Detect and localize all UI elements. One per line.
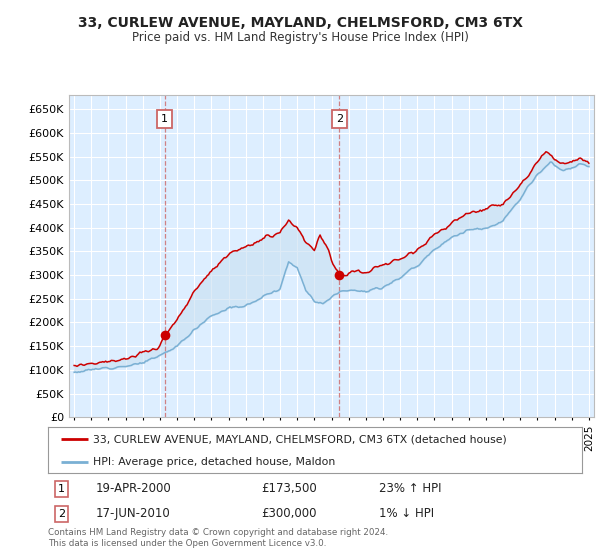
- Text: 17-JUN-2010: 17-JUN-2010: [96, 507, 171, 520]
- Text: Contains HM Land Registry data © Crown copyright and database right 2024.
This d: Contains HM Land Registry data © Crown c…: [48, 528, 388, 548]
- Text: 33, CURLEW AVENUE, MAYLAND, CHELMSFORD, CM3 6TX: 33, CURLEW AVENUE, MAYLAND, CHELMSFORD, …: [77, 16, 523, 30]
- Text: 33, CURLEW AVENUE, MAYLAND, CHELMSFORD, CM3 6TX (detached house): 33, CURLEW AVENUE, MAYLAND, CHELMSFORD, …: [94, 434, 507, 444]
- Text: £300,000: £300,000: [262, 507, 317, 520]
- Text: 2: 2: [58, 509, 65, 519]
- Text: HPI: Average price, detached house, Maldon: HPI: Average price, detached house, Mald…: [94, 456, 335, 466]
- Text: 1: 1: [161, 114, 168, 124]
- Text: 23% ↑ HPI: 23% ↑ HPI: [379, 482, 442, 495]
- Text: 2: 2: [335, 114, 343, 124]
- Text: £173,500: £173,500: [262, 482, 317, 495]
- Text: 1: 1: [58, 484, 65, 494]
- Text: Price paid vs. HM Land Registry's House Price Index (HPI): Price paid vs. HM Land Registry's House …: [131, 31, 469, 44]
- Text: 1% ↓ HPI: 1% ↓ HPI: [379, 507, 434, 520]
- Text: 19-APR-2000: 19-APR-2000: [96, 482, 172, 495]
